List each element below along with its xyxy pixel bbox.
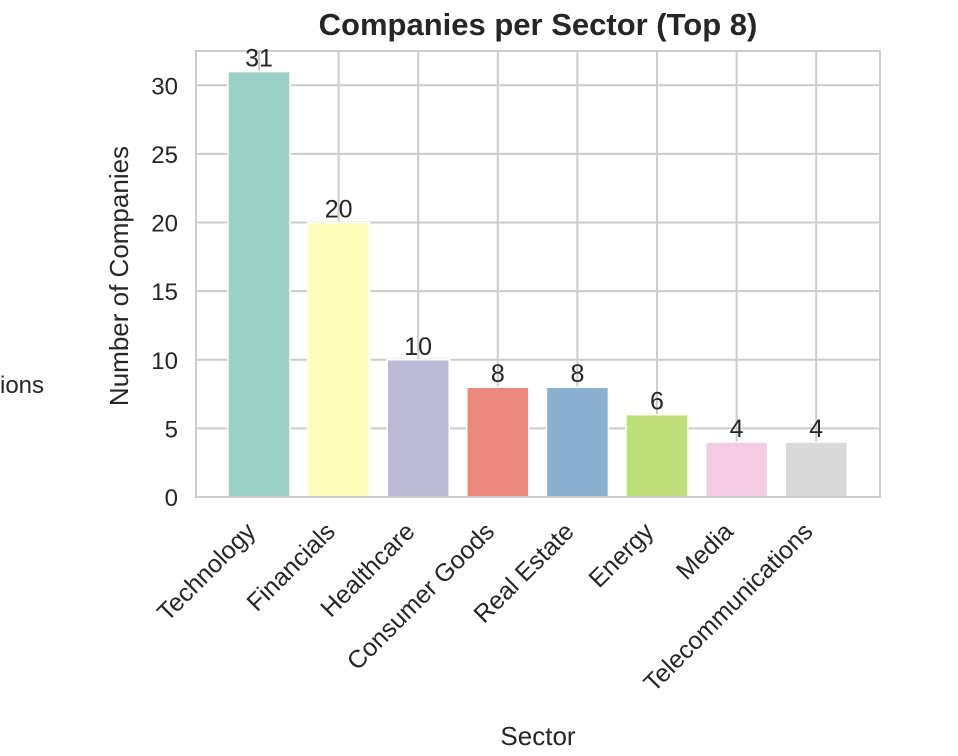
data-label: 4 — [730, 415, 744, 443]
data-label: 10 — [404, 333, 432, 361]
x-tick-label: Media — [671, 517, 739, 585]
data-label: 8 — [491, 360, 505, 388]
data-label: 20 — [325, 196, 353, 224]
chart-title: Companies per Sector (Top 8) — [319, 7, 758, 42]
bar-consumer-goods — [466, 386, 530, 498]
y-tick-label: 25 — [151, 142, 178, 169]
bar-technology — [227, 70, 291, 498]
x-tick-label: Consumer Goods — [342, 517, 500, 675]
y-tick-label: 30 — [151, 73, 178, 100]
bars — [227, 70, 848, 498]
grid-lines — [196, 51, 880, 498]
x-tick-label: Technology — [152, 517, 262, 627]
data-label: 8 — [570, 360, 584, 388]
y-tick-label: 5 — [165, 416, 178, 443]
bar-financials — [306, 221, 371, 498]
bar-media — [704, 441, 769, 498]
data-labels: 31 20 10 8 8 6 4 4 — [245, 45, 823, 444]
x-tick-label: Energy — [583, 517, 659, 593]
y-axis-ticks: 0 5 10 15 20 25 30 — [151, 73, 178, 512]
bar-energy — [625, 413, 689, 498]
clipped-side-label: ions — [0, 372, 44, 399]
y-tick-label: 10 — [151, 348, 178, 375]
bar-healthcare — [386, 359, 450, 498]
y-axis-label: Number of Companies — [104, 146, 134, 406]
y-tick-label: 20 — [151, 211, 178, 238]
bar-real-estate — [545, 386, 610, 498]
data-label: 4 — [809, 415, 823, 443]
data-label: 31 — [245, 45, 273, 73]
x-axis-label: Sector — [500, 721, 575, 751]
plot-frame — [195, 50, 881, 498]
data-label: 6 — [650, 388, 664, 416]
y-tick-label: 0 — [165, 485, 178, 512]
y-tick-label: 15 — [151, 279, 178, 306]
bar-telecommunications — [784, 441, 848, 498]
